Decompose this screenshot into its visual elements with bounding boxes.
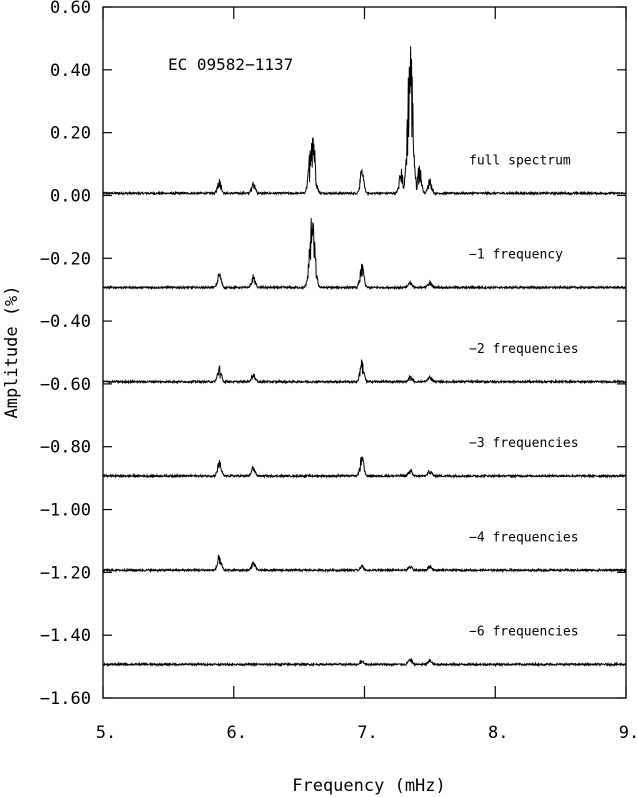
x-tick-label: 9. <box>619 723 638 743</box>
x-tick-label: 5. <box>96 723 116 743</box>
series-label: −3 frequencies <box>469 436 579 451</box>
y-axis: 0.60 0.40 0.20 0.00 −0.20 −0.40 −0.60 −0.80 −1.0… <box>40 0 626 709</box>
chart-title: EC 09582−1137 <box>168 55 293 74</box>
y-tick-label: −1.00 <box>40 501 91 521</box>
y-tick-label: 0.00 <box>50 186 91 206</box>
series-labels: full spectrum −1 frequency −2 frequencies −… <box>469 153 579 639</box>
y-axis-title: Amplitude (%) <box>2 285 22 418</box>
x-axis: 5. 6. 7. 8. 9. <box>96 7 638 743</box>
spectrum-traces <box>102 46 627 668</box>
spectrum-trace <box>102 554 627 573</box>
series-label: full spectrum <box>469 153 571 168</box>
series-label: −4 frequencies <box>469 530 579 545</box>
y-tick-label: −0.60 <box>40 375 91 395</box>
y-tick-label: −0.40 <box>40 312 91 332</box>
y-tick-label: −1.60 <box>40 689 91 709</box>
x-axis-title: Frequency (mHz) <box>292 776 446 796</box>
series-label: −1 frequency <box>469 248 563 263</box>
spectrum-trace <box>102 359 627 385</box>
spectrum-trace <box>102 658 627 668</box>
x-tick-label: 6. <box>227 723 247 743</box>
y-tick-label: −1.40 <box>40 626 91 646</box>
spectrum-trace <box>102 456 627 479</box>
x-tick-label: 8. <box>488 723 508 743</box>
spectrum-trace <box>102 46 627 197</box>
y-tick-label: −1.20 <box>40 563 91 583</box>
series-label: −2 frequencies <box>469 342 579 357</box>
y-tick-label: 0.60 <box>50 0 91 18</box>
y-tick-label: −0.20 <box>40 249 91 269</box>
y-tick-label: 0.20 <box>50 124 91 144</box>
spectrum-trace <box>102 218 627 291</box>
series-label: −6 frequencies <box>469 625 579 640</box>
y-tick-label: −0.80 <box>40 438 91 458</box>
x-tick-label: 7. <box>357 723 377 743</box>
y-tick-label: 0.40 <box>50 61 91 81</box>
